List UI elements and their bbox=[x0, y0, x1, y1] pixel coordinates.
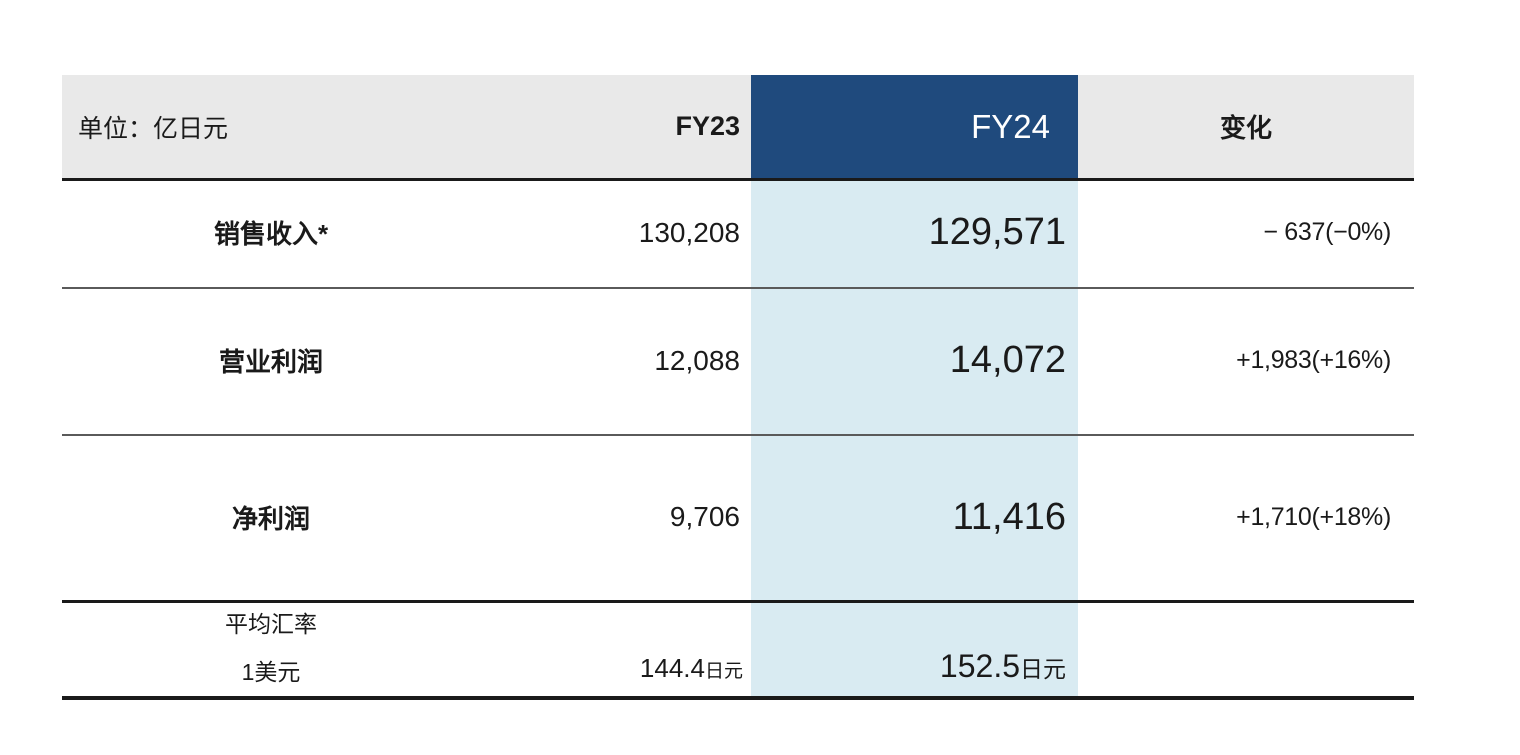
table-row-operating-profit: 营业利润 12,088 14,072 +1,983(+16%) bbox=[62, 287, 1414, 434]
table-bottom-rule bbox=[62, 696, 1414, 700]
table-row-net-profit: 净利润 9,706 11,416 +1,710(+18%) bbox=[62, 434, 1414, 600]
row-divider-2 bbox=[62, 434, 1414, 436]
table-row-exchange-rate: 平均汇率 1美元 144.4 日元 152.5 日元 bbox=[62, 600, 1414, 696]
exchange-rate-label: 平均汇率 1美元 bbox=[62, 600, 480, 696]
exchange-rate-fy23-cell: 144.4 日元 bbox=[480, 600, 751, 696]
sales-revenue-fy24-value: 129,571 bbox=[928, 211, 1066, 253]
sales-revenue-change-value: − 637(−0%) bbox=[1263, 218, 1391, 246]
operating-profit-fy23-value: 12,088 bbox=[654, 344, 740, 376]
sales-revenue-fy23-value: 130,208 bbox=[638, 216, 740, 248]
fy24-header-cell-background bbox=[751, 75, 1078, 178]
table-row-sales-revenue: 销售收入* 130,208 129,571 − 637(−0%) bbox=[62, 178, 1414, 287]
net-profit-label: 净利润 bbox=[231, 503, 310, 534]
exchange-rate-top-rule bbox=[62, 600, 1414, 603]
operating-profit-change-value: +1,983(+16%) bbox=[1236, 346, 1391, 374]
exchange-rate-fy24-value: 152.5 bbox=[939, 648, 1020, 684]
exchange-rate-fy23-value: 144.4 bbox=[639, 653, 705, 683]
fy24-column-highlight bbox=[751, 178, 1078, 696]
exchange-rate-label-line1: 平均汇率 bbox=[225, 611, 317, 637]
header-row-background bbox=[62, 75, 1414, 178]
exchange-rate-change-cell-empty bbox=[1078, 600, 1414, 696]
sales-revenue-label: 销售收入* bbox=[213, 219, 329, 249]
exchange-rate-fy23-unit: 日元 bbox=[704, 661, 743, 682]
exchange-rate-label-line2: 1美元 bbox=[241, 659, 301, 685]
exchange-rate-fy24-cell: 152.5 日元 bbox=[751, 600, 1078, 696]
financial-results-table: 单位：亿日元 FY23 FY24 变化 销售收入* 130,208 129,57… bbox=[62, 75, 1414, 700]
operating-profit-fy24-value: 14,072 bbox=[949, 339, 1066, 381]
column-header-fy23: FY23 bbox=[675, 111, 740, 141]
header-bottom-rule bbox=[62, 178, 1414, 181]
unit-label: 单位：亿日元 bbox=[78, 114, 229, 143]
exchange-rate-fy24-unit: 日元 bbox=[1020, 656, 1066, 682]
net-profit-fy23-value: 9,706 bbox=[669, 501, 740, 532]
table-header-row: 单位：亿日元 FY23 FY24 变化 bbox=[62, 75, 1414, 178]
net-profit-fy24-value: 11,416 bbox=[952, 495, 1066, 538]
column-header-fy24: FY24 bbox=[971, 107, 1050, 145]
row-divider-1 bbox=[62, 287, 1414, 289]
operating-profit-label: 营业利润 bbox=[218, 347, 323, 377]
net-profit-change-value: +1,710(+18%) bbox=[1236, 502, 1391, 531]
column-header-change: 变化 bbox=[1219, 113, 1272, 143]
